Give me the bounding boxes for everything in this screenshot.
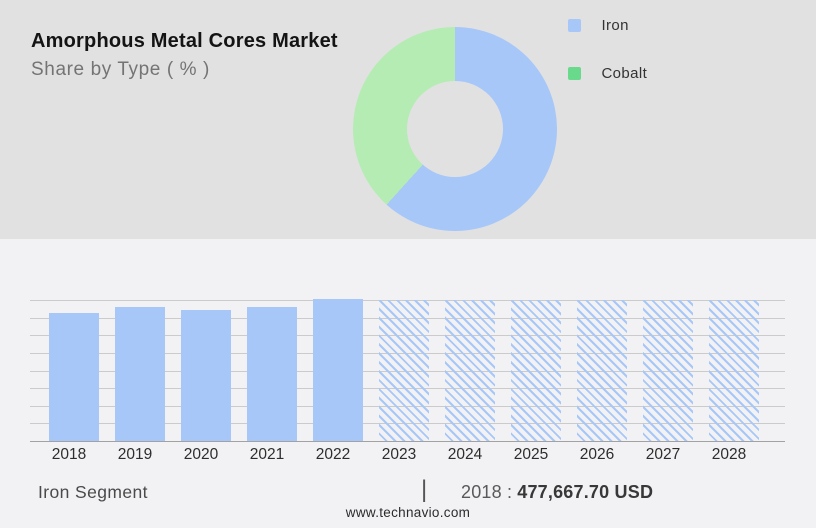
bottom-panel: 2018 2019 2020 2021 2022 2023 2024 2025 2026 2027… — [0, 239, 816, 528]
legend-label-iron: Iron — [601, 17, 629, 35]
donut-hole — [407, 81, 503, 177]
x-tick-2028: 2028 — [711, 446, 747, 463]
x-tick-2026: 2026 — [579, 446, 615, 463]
legend-swatch-cobalt-icon — [568, 67, 581, 81]
x-tick-2018: 2018 — [51, 446, 87, 463]
x-tick-2024: 2024 — [447, 446, 483, 463]
bar-2022 — [313, 299, 363, 441]
x-tick-2020: 2020 — [183, 446, 219, 463]
caption-amount: 477,667.70 USD — [517, 482, 654, 502]
x-tick-2021: 2021 — [249, 446, 285, 463]
donut-chart — [353, 27, 557, 231]
x-tick-2027: 2027 — [645, 446, 681, 463]
x-axis-line — [30, 441, 785, 442]
caption-separator: | — [421, 476, 428, 503]
bar-2026-forecast — [577, 300, 627, 441]
bar-2021 — [247, 307, 297, 441]
legend-item-iron: Iron — [568, 17, 647, 35]
chart-subtitle: Share by Type ( % ) — [31, 59, 210, 80]
website-url: www.technavio.com — [345, 505, 471, 520]
bar-2024-forecast — [445, 300, 495, 441]
bar-plot: 2018 2019 2020 2021 2022 2023 2024 2025 2026 2027… — [30, 299, 785, 463]
x-tick-2023: 2023 — [381, 446, 417, 463]
x-tick-2025: 2025 — [513, 446, 549, 463]
bar-2020 — [181, 310, 231, 441]
donut-legend: Iron Cobalt — [568, 17, 647, 113]
segment-label: Iron Segment — [38, 482, 148, 502]
legend-item-cobalt: Cobalt — [568, 65, 648, 83]
bar-2025-forecast — [511, 300, 561, 441]
bar-2018 — [49, 313, 99, 441]
page-title: Amorphous Metal Cores Market — [31, 30, 338, 52]
bar-2023-forecast — [379, 300, 429, 441]
bar-2019 — [115, 307, 165, 441]
bar-2027-forecast — [643, 300, 693, 441]
bar-2028-forecast — [709, 300, 759, 441]
header-panel: Amorphous Metal Cores Market Share by Ty… — [0, 0, 816, 239]
x-tick-2022: 2022 — [315, 446, 351, 463]
caption-year-label: 2018 : — [461, 482, 513, 502]
caption-value: 2018 :477,667.70 USD — [461, 482, 653, 503]
legend-swatch-iron-icon — [568, 19, 581, 33]
x-tick-2019: 2019 — [117, 446, 153, 463]
legend-label-cobalt: Cobalt — [601, 65, 648, 83]
